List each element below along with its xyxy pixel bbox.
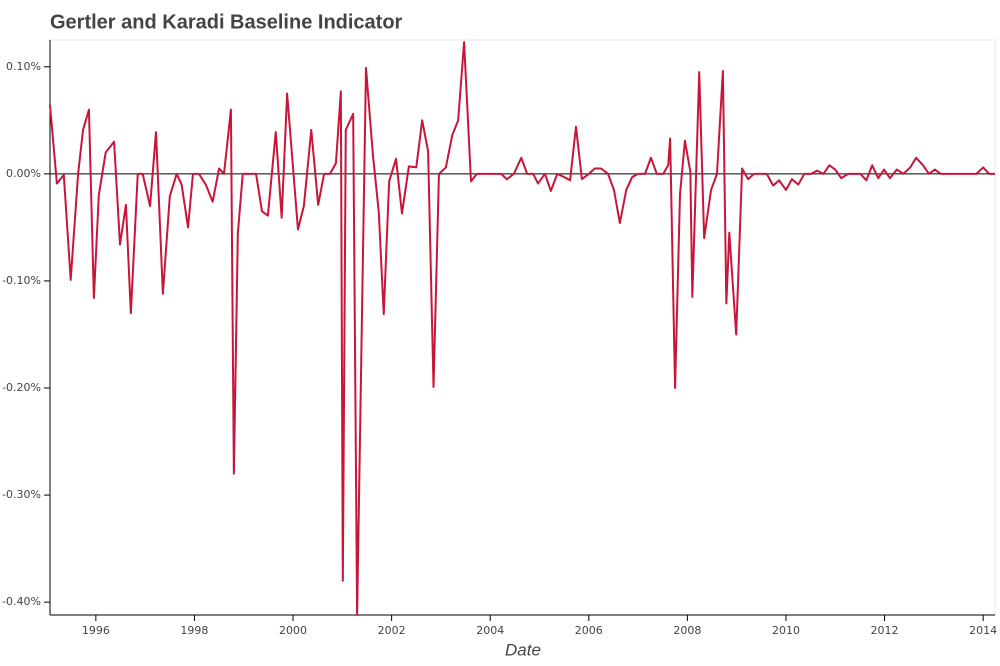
x-tick-label: 2006: [575, 624, 603, 637]
y-tick-label: -0.30%: [2, 488, 41, 501]
y-tick-label: -0.40%: [2, 595, 41, 608]
x-tick-label: 2010: [772, 624, 800, 637]
y-tick-label: -0.10%: [2, 274, 41, 287]
y-tick-label: -0.20%: [2, 381, 41, 394]
x-tick-label: 2004: [476, 624, 504, 637]
data-line: [49, 41, 995, 616]
x-tick-label: 2014: [969, 624, 997, 637]
x-tick-label: 1996: [82, 624, 110, 637]
x-tick-label: 1998: [180, 624, 208, 637]
chart-title: Gertler and Karadi Baseline Indicator: [50, 11, 403, 33]
x-axis-label: Date: [505, 640, 541, 659]
plot-frame: [49, 39, 996, 616]
y-tick-label: 0.00%: [6, 167, 41, 180]
x-tick-label: 2002: [378, 624, 406, 637]
x-tick-label: 2012: [871, 624, 899, 637]
x-tick-label: 2000: [279, 624, 307, 637]
x-tick-label: 2008: [673, 624, 701, 637]
y-tick-label: 0.10%: [6, 60, 41, 73]
